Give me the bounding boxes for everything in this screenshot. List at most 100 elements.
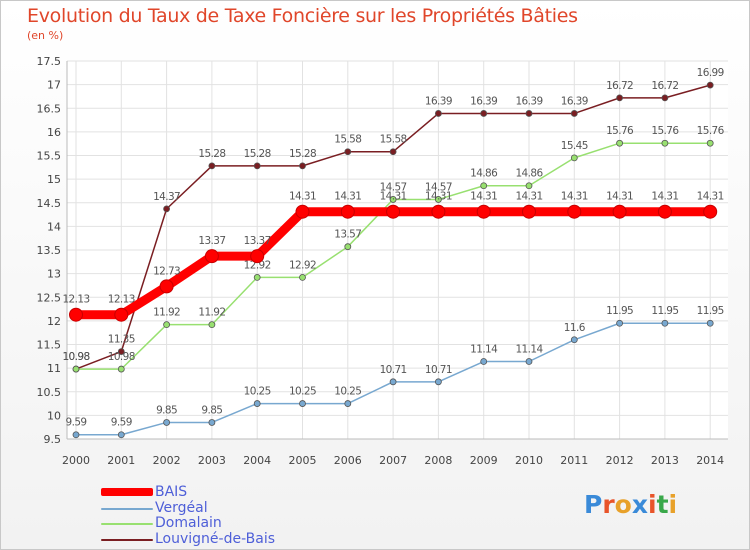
data-point bbox=[389, 378, 397, 386]
data-label: 10.98 bbox=[108, 351, 135, 363]
logo-letter: x bbox=[631, 490, 648, 519]
data-point bbox=[434, 378, 442, 386]
data-label: 11.35 bbox=[108, 334, 135, 346]
data-point bbox=[616, 94, 623, 102]
data-point bbox=[386, 204, 401, 219]
data-point bbox=[208, 419, 216, 426]
y-tick-label: 11.5 bbox=[37, 339, 62, 352]
y-tick-label: 15 bbox=[47, 173, 61, 186]
data-point bbox=[661, 319, 669, 327]
data-point bbox=[616, 139, 623, 147]
data-label: 11.95 bbox=[606, 305, 633, 317]
data-label: 16.72 bbox=[606, 80, 633, 92]
data-label: 11.95 bbox=[651, 305, 678, 317]
data-label: 10.25 bbox=[334, 386, 361, 398]
legend-swatch-domalain bbox=[101, 523, 153, 525]
data-label: 15.76 bbox=[697, 125, 725, 137]
data-label: 15.28 bbox=[244, 148, 271, 160]
data-point bbox=[612, 204, 627, 219]
data-point bbox=[480, 358, 488, 365]
y-tick-label: 14 bbox=[47, 220, 61, 233]
data-label: 14.86 bbox=[470, 168, 498, 180]
y-tick-label: 11 bbox=[47, 362, 61, 375]
data-point bbox=[706, 81, 714, 89]
data-point bbox=[253, 274, 261, 281]
data-label: 11.92 bbox=[198, 307, 225, 319]
data-label: 16.99 bbox=[697, 67, 724, 79]
data-point bbox=[208, 162, 216, 170]
data-label: 14.37 bbox=[153, 191, 180, 203]
data-label: 15.76 bbox=[606, 125, 634, 137]
x-tick-label: 2012 bbox=[606, 454, 634, 467]
data-point bbox=[525, 182, 533, 190]
x-tick-label: 2009 bbox=[470, 454, 498, 467]
data-label: 14.31 bbox=[470, 191, 497, 203]
x-tick-label: 2005 bbox=[289, 454, 317, 467]
x-tick-label: 2000 bbox=[62, 454, 90, 467]
logo-letter: r bbox=[602, 490, 615, 519]
data-point bbox=[434, 110, 442, 117]
data-point bbox=[159, 279, 174, 294]
data-point bbox=[295, 204, 310, 219]
legend-label-bais: BAIS bbox=[155, 484, 188, 500]
y-tick-label: 13 bbox=[47, 268, 61, 281]
x-tick-label: 2001 bbox=[107, 454, 135, 467]
data-label: 14.57 bbox=[425, 181, 452, 193]
data-point bbox=[344, 148, 352, 156]
data-label: 9.59 bbox=[66, 417, 87, 429]
data-label: 14.31 bbox=[289, 191, 316, 203]
data-label: 10.71 bbox=[380, 364, 407, 376]
legend-label-vergeal: Vergéal bbox=[155, 499, 208, 516]
data-point bbox=[703, 204, 718, 219]
data-label: 14.31 bbox=[651, 191, 678, 203]
data-label: 15.45 bbox=[561, 140, 588, 152]
x-tick-label: 2013 bbox=[651, 454, 679, 467]
data-label: 16.39 bbox=[515, 95, 542, 107]
data-point bbox=[204, 249, 219, 264]
data-label: 16.39 bbox=[561, 95, 588, 107]
chart-subtitle: (en %) bbox=[27, 29, 64, 42]
data-point bbox=[344, 400, 352, 407]
x-tick-label: 2011 bbox=[560, 454, 588, 467]
x-tick-label: 2007 bbox=[379, 454, 407, 467]
data-point bbox=[570, 336, 578, 344]
data-label: 12.13 bbox=[108, 294, 135, 306]
data-label: 10.71 bbox=[425, 364, 452, 376]
data-label: 11.95 bbox=[697, 305, 724, 317]
data-label: 14.31 bbox=[561, 191, 588, 203]
data-label: 9.85 bbox=[201, 404, 222, 416]
data-point bbox=[253, 400, 261, 407]
data-point bbox=[299, 162, 306, 170]
data-point bbox=[480, 182, 488, 190]
data-point bbox=[706, 139, 714, 147]
y-tick-label: 15.5 bbox=[37, 150, 62, 163]
legend-label-domalain: Domalain bbox=[155, 515, 222, 531]
data-point bbox=[72, 431, 80, 439]
data-label: 12.92 bbox=[244, 259, 271, 271]
data-point bbox=[480, 110, 488, 117]
logo-letter: o bbox=[614, 490, 632, 519]
y-tick-label: 12 bbox=[47, 315, 61, 328]
x-tick-label: 2008 bbox=[424, 454, 452, 467]
data-point bbox=[434, 196, 442, 203]
legend-swatch-louvigne bbox=[101, 538, 153, 541]
data-label: 12.13 bbox=[62, 294, 89, 306]
data-label: 13.37 bbox=[198, 235, 225, 247]
data-label: 14.31 bbox=[380, 191, 407, 203]
y-tick-label: 9.5 bbox=[44, 433, 62, 446]
data-point bbox=[431, 204, 446, 219]
y-tick-label: 10 bbox=[47, 409, 61, 422]
data-label: 12.73 bbox=[153, 265, 180, 277]
data-label: 14.31 bbox=[515, 191, 542, 203]
data-label: 10.98 bbox=[62, 351, 89, 363]
data-point bbox=[114, 307, 129, 322]
data-point bbox=[570, 110, 578, 117]
data-point bbox=[616, 319, 623, 327]
y-tick-label: 16 bbox=[47, 126, 61, 139]
data-label: 11.14 bbox=[470, 344, 498, 356]
y-tick-label: 17 bbox=[47, 79, 61, 92]
data-label: 11.6 bbox=[564, 322, 586, 334]
data-point bbox=[163, 419, 171, 426]
